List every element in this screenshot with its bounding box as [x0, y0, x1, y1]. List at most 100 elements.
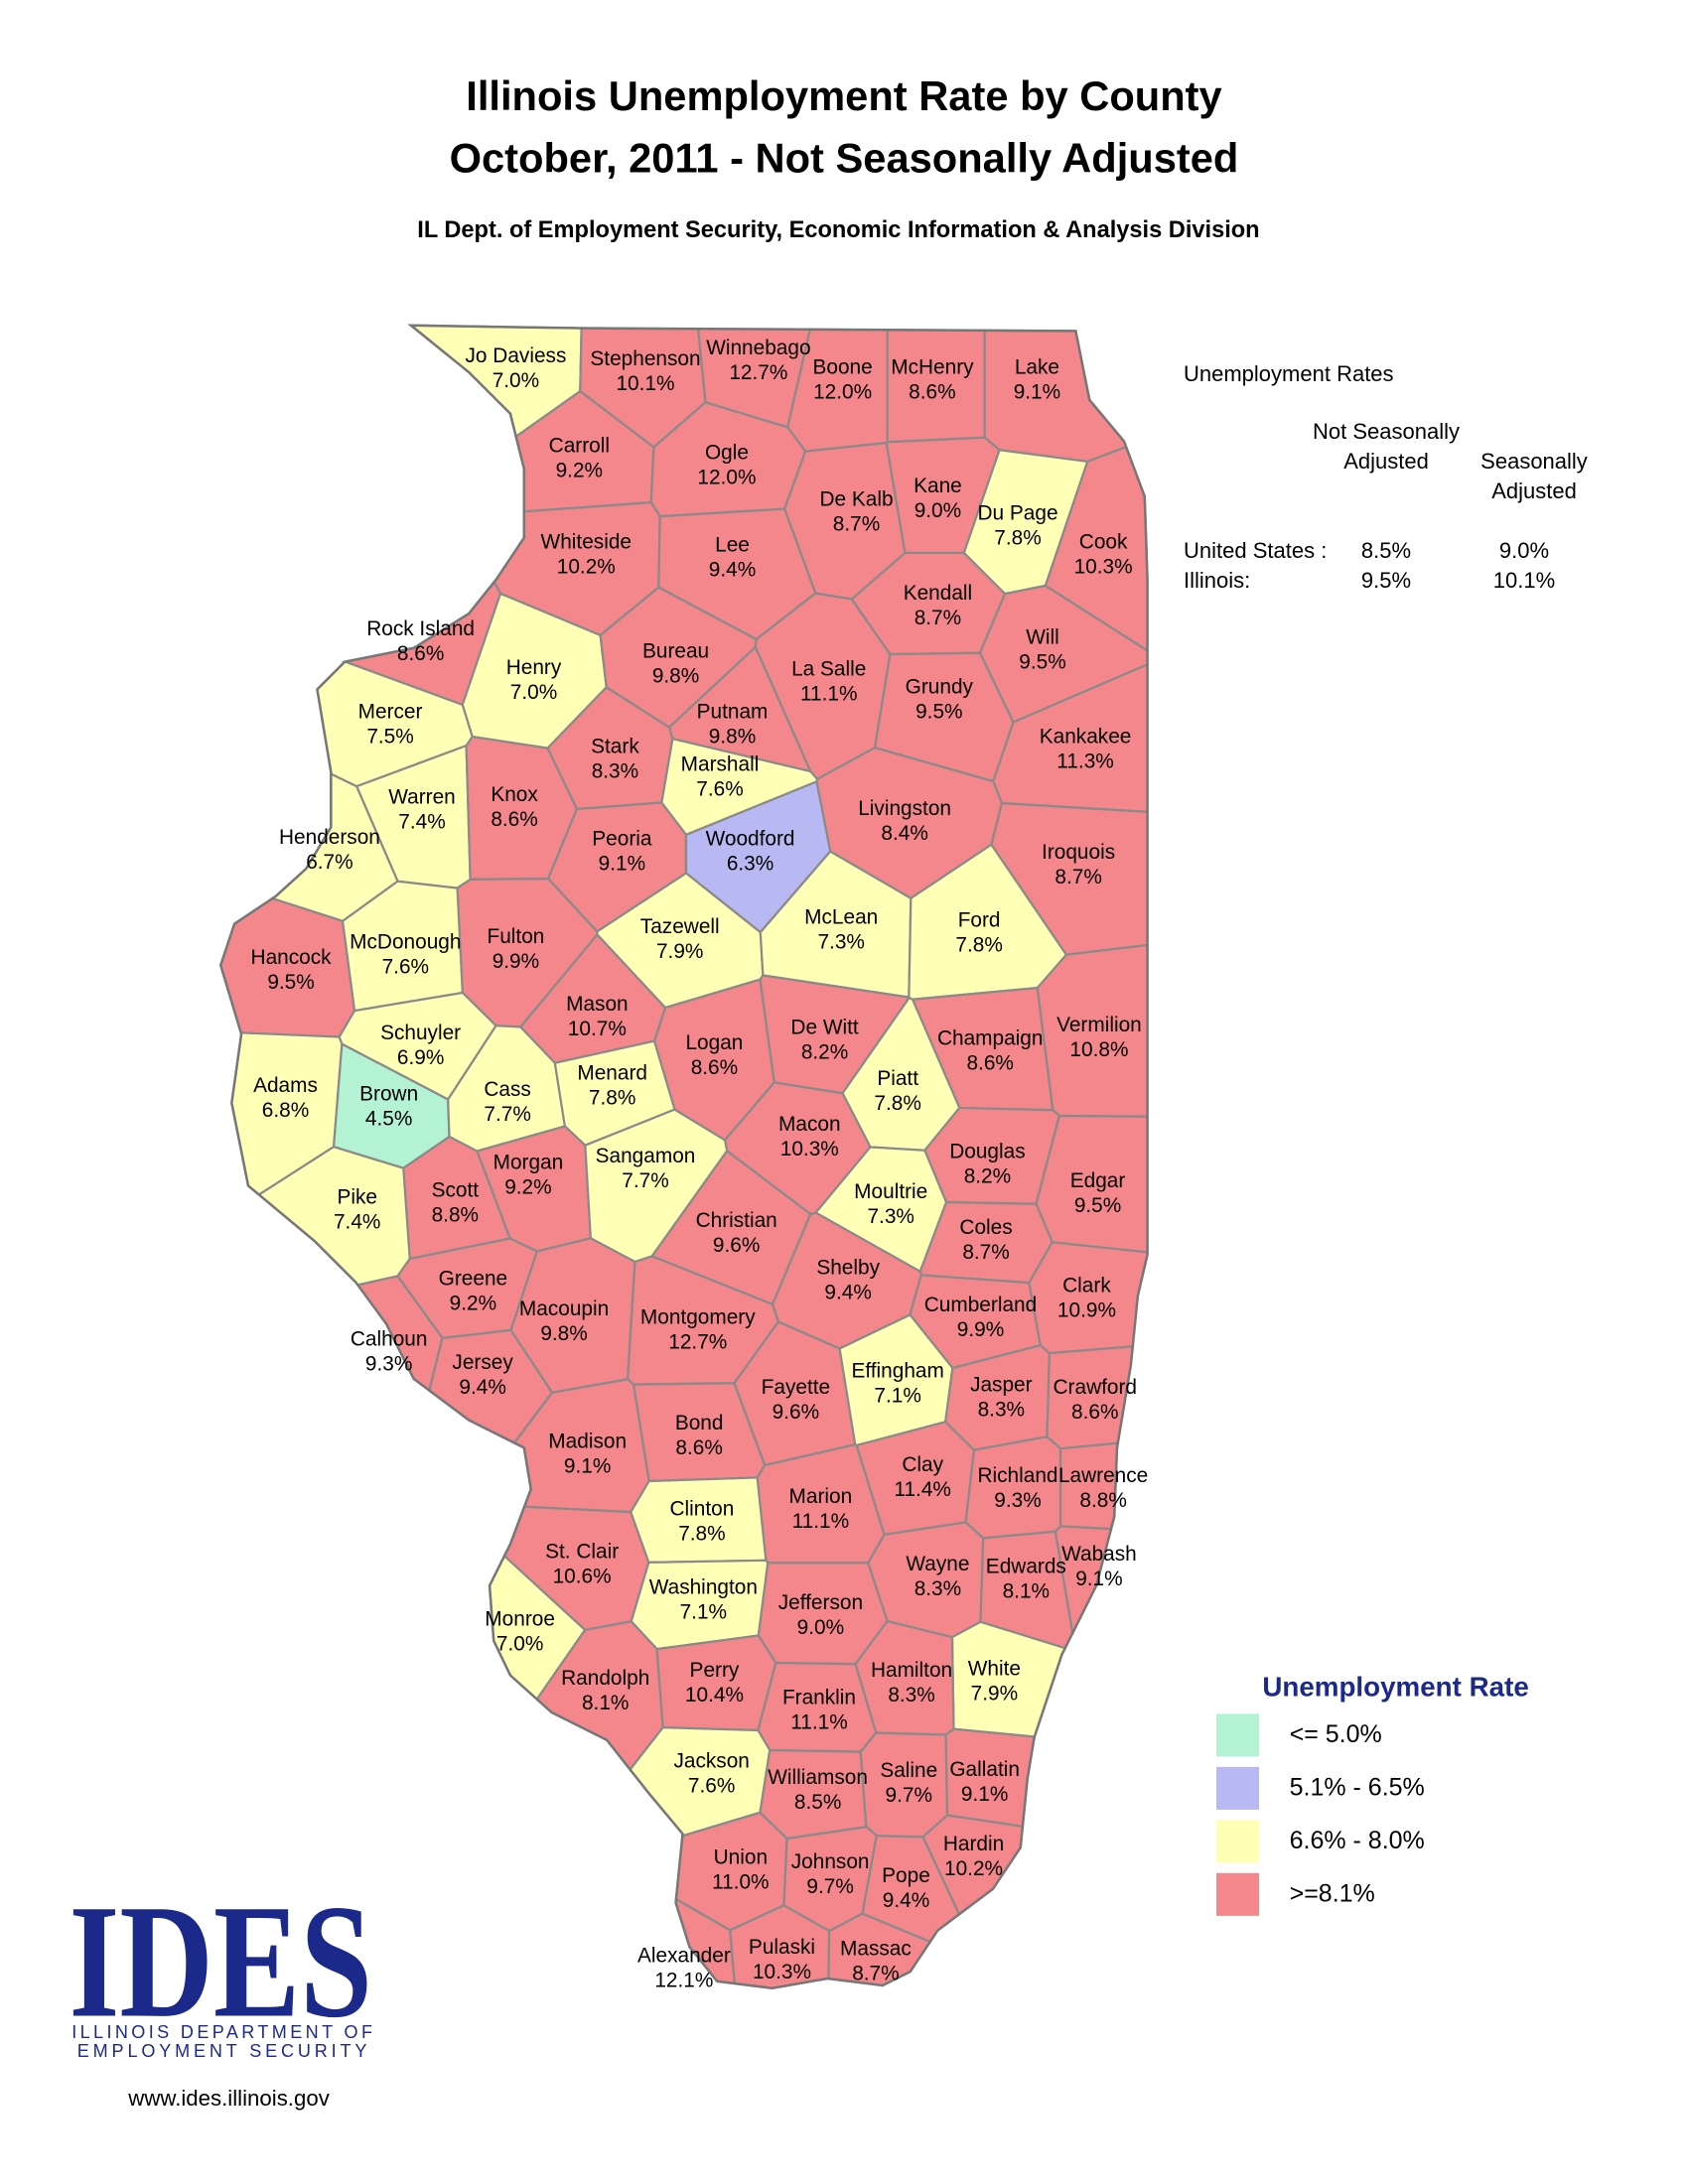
county-name: Fulton [487, 925, 544, 948]
row-label: Illinois: [1184, 568, 1251, 593]
county-rate: 8.3% [914, 1577, 961, 1600]
county-name: Woodford [706, 827, 795, 850]
county-rate: 7.8% [678, 1522, 725, 1545]
legend-swatch [1216, 1713, 1260, 1757]
county-name: Cook [1079, 531, 1128, 554]
county-rate: 6.7% [306, 851, 352, 874]
county-rate: 7.8% [994, 527, 1041, 550]
county-rate: 7.1% [874, 1384, 920, 1407]
county-name: Montgomery [640, 1305, 756, 1328]
county-rate: 4.5% [365, 1107, 412, 1130]
county [1028, 1241, 1149, 1355]
county-name: Hardin [943, 1833, 1004, 1855]
county-name: Champaign [937, 1027, 1044, 1050]
county-rate: 9.1% [1075, 1568, 1122, 1590]
county-name: Grundy [906, 676, 974, 699]
county-name: Scott [432, 1179, 480, 1202]
county-rate: 9.0% [797, 1616, 844, 1639]
county-name: Menard [577, 1061, 647, 1084]
title: Illinois Unemployment Rate by County [466, 72, 1221, 119]
county-name: St. Clair [545, 1540, 619, 1563]
county-name: Union [714, 1846, 768, 1869]
county-name: Franklin [782, 1687, 856, 1709]
county-rate: 9.8% [652, 664, 699, 687]
legend-label: <= 5.0% [1290, 1720, 1382, 1748]
county-rate: 7.0% [496, 1632, 543, 1655]
subtitle: October, 2011 - Not Seasonally Adjusted [450, 135, 1239, 182]
county-name: Jackson [673, 1750, 749, 1773]
county-rate: 10.2% [557, 556, 616, 579]
county-rate: 12.7% [729, 361, 787, 384]
county-rate: 8.8% [432, 1204, 479, 1227]
county-name: Williamson [768, 1766, 868, 1789]
legend-label: >=8.1% [1290, 1880, 1375, 1908]
county-rate: 9.5% [1074, 1194, 1121, 1217]
county-rate: 8.3% [978, 1398, 1025, 1421]
county-name: Christian [696, 1209, 777, 1232]
county-rate: 12.1% [654, 1969, 713, 1991]
county-rate: 7.7% [484, 1103, 530, 1126]
county-rate: 9.9% [492, 950, 539, 973]
county-name: Marshall [681, 752, 760, 775]
county-name: Mason [566, 993, 629, 1016]
county-name: Winnebago [706, 337, 810, 359]
county-name: Lee [715, 534, 750, 557]
county-name: Hamilton [871, 1659, 952, 1682]
county-name: Pike [337, 1185, 377, 1208]
county-name: De Kalb [819, 488, 893, 511]
county-rate: 11.3% [1056, 751, 1114, 773]
county-rate: 7.5% [366, 726, 413, 749]
county-rate: 8.2% [801, 1041, 848, 1064]
county-rate: 7.6% [696, 777, 743, 800]
row-label: United States : [1184, 538, 1328, 563]
county-rate: 11.0% [712, 1871, 770, 1894]
county-name: Stark [591, 735, 639, 757]
county-name: White [968, 1657, 1021, 1680]
county-rate: 8.6% [1071, 1401, 1118, 1424]
county-name: Livingston [858, 797, 951, 820]
county-rate: 10.8% [1069, 1038, 1128, 1061]
county-rate: 10.9% [1057, 1298, 1116, 1321]
county-name: Sangamon [596, 1145, 696, 1167]
county-rate: 9.1% [564, 1454, 611, 1477]
county-rate: 7.4% [398, 811, 445, 834]
rate-value: 10.1% [1492, 568, 1556, 593]
county-rate: 9.8% [540, 1322, 587, 1345]
county-rate: 10.2% [944, 1857, 1003, 1880]
county-rate: 9.7% [886, 1784, 932, 1807]
county-rate: 8.7% [962, 1241, 1009, 1264]
county-name: Clay [902, 1453, 943, 1476]
county-rate: 9.1% [599, 852, 645, 875]
county-name: Randolph [561, 1667, 649, 1690]
county-rate: 7.6% [382, 956, 429, 979]
county-rate: 11.4% [894, 1478, 951, 1501]
county-name: Peoria [592, 827, 652, 850]
county-rate: 8.1% [1003, 1580, 1050, 1603]
county-rate: 8.7% [833, 513, 880, 536]
county-name: Adams [253, 1074, 318, 1097]
county-rate: 9.4% [883, 1889, 929, 1912]
county-name: Logan [685, 1031, 743, 1054]
county-name: Perry [690, 1659, 740, 1682]
county-rate: 6.3% [727, 852, 774, 875]
county-rate: 7.8% [955, 933, 1002, 956]
county-rate: 8.7% [914, 607, 961, 629]
county-rate: 9.4% [824, 1281, 871, 1303]
county-name: Crawford [1054, 1376, 1138, 1399]
county-name: Macon [778, 1113, 841, 1136]
county-rate: 8.6% [675, 1436, 722, 1459]
county-rate: 7.8% [589, 1086, 635, 1109]
county-name: Madison [548, 1430, 627, 1452]
rate-value: 9.5% [1360, 568, 1412, 593]
county-name: Jersey [452, 1351, 513, 1374]
county-rate: 9.6% [773, 1401, 819, 1424]
county-name: Will [1026, 626, 1059, 649]
county [964, 1435, 1062, 1540]
county-name: Jasper [970, 1373, 1033, 1396]
county-name: Hancock [251, 946, 333, 969]
county-name: Massac [840, 1937, 912, 1960]
county-name: Ogle [705, 441, 749, 464]
